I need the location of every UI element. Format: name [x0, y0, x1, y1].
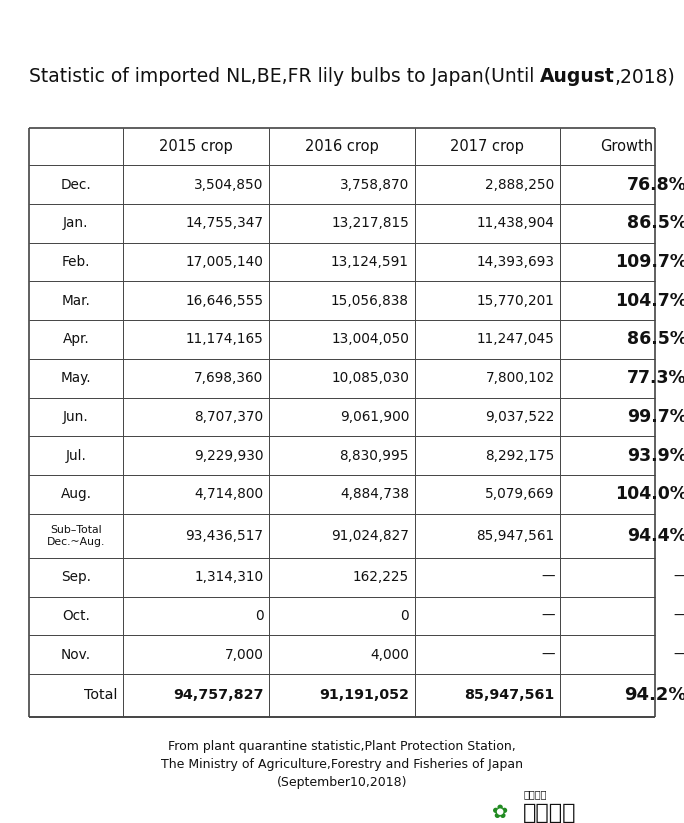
Text: 17,005,140: 17,005,140: [185, 255, 263, 269]
Text: 104.7%: 104.7%: [615, 292, 684, 309]
Text: ,2018): ,2018): [615, 67, 676, 86]
Text: 2,888,250: 2,888,250: [486, 178, 555, 192]
Text: Jul.: Jul.: [66, 449, 86, 463]
Text: 91,191,052: 91,191,052: [319, 688, 409, 703]
Text: 4,884,738: 4,884,738: [340, 487, 409, 501]
Text: Total: Total: [84, 688, 118, 703]
Text: 15,056,838: 15,056,838: [331, 294, 409, 308]
Text: 94,757,827: 94,757,827: [173, 688, 263, 703]
Text: 13,124,591: 13,124,591: [331, 255, 409, 269]
Text: 9,037,522: 9,037,522: [486, 410, 555, 424]
Text: 8,292,175: 8,292,175: [486, 449, 555, 463]
Text: 99.7%: 99.7%: [627, 408, 684, 425]
Text: 85,947,561: 85,947,561: [464, 688, 555, 703]
Text: 91,024,827: 91,024,827: [331, 528, 409, 543]
Text: 14,755,347: 14,755,347: [185, 216, 263, 230]
Text: 8,830,995: 8,830,995: [339, 449, 409, 463]
Text: 2017 crop: 2017 crop: [450, 139, 525, 154]
Text: 162,225: 162,225: [353, 570, 409, 584]
Text: (September10,2018): (September10,2018): [277, 776, 407, 789]
Text: August: August: [540, 67, 615, 86]
Text: 13,004,050: 13,004,050: [331, 332, 409, 346]
Text: 株式会社: 株式会社: [523, 789, 547, 799]
Text: 94.4%: 94.4%: [627, 527, 684, 545]
Text: 11,438,904: 11,438,904: [477, 216, 555, 230]
Text: From plant quarantine statistic,Plant Protection Station,: From plant quarantine statistic,Plant Pr…: [168, 740, 516, 753]
Text: Statistic of imported NL,BE,FR lily bulbs to Japan(Until: Statistic of imported NL,BE,FR lily bulb…: [29, 67, 540, 86]
Text: Sep.: Sep.: [61, 570, 91, 584]
Text: —: —: [541, 648, 555, 662]
Text: —: —: [673, 648, 684, 662]
Text: 14,393,693: 14,393,693: [477, 255, 555, 269]
Text: —: —: [541, 609, 555, 623]
Text: —: —: [541, 570, 555, 584]
Text: 4,714,800: 4,714,800: [194, 487, 263, 501]
Text: 3,758,870: 3,758,870: [340, 178, 409, 192]
Text: 中村農園: 中村農園: [523, 803, 577, 823]
Text: May.: May.: [61, 371, 91, 385]
Text: 93,436,517: 93,436,517: [185, 528, 263, 543]
Text: 5,079,669: 5,079,669: [485, 487, 555, 501]
Text: The Ministry of Agriculture,Forestry and Fisheries of Japan: The Ministry of Agriculture,Forestry and…: [161, 758, 523, 771]
Text: Jan.: Jan.: [63, 216, 89, 230]
Text: —: —: [673, 570, 684, 584]
Text: 2015 crop: 2015 crop: [159, 139, 233, 154]
Text: —: —: [673, 609, 684, 623]
Text: 1,314,310: 1,314,310: [194, 570, 263, 584]
Text: 2016 crop: 2016 crop: [305, 139, 378, 154]
Text: 7,800,102: 7,800,102: [486, 371, 555, 385]
Text: 93.9%: 93.9%: [627, 447, 684, 464]
Text: Aug.: Aug.: [60, 487, 92, 501]
Text: Dec.: Dec.: [61, 178, 91, 192]
Text: 9,061,900: 9,061,900: [340, 410, 409, 424]
Text: 15,770,201: 15,770,201: [477, 294, 555, 308]
Text: 7,000: 7,000: [224, 648, 263, 662]
Text: Feb.: Feb.: [62, 255, 90, 269]
Text: 4,000: 4,000: [370, 648, 409, 662]
Text: 94.2%: 94.2%: [624, 686, 684, 704]
Text: 76.8%: 76.8%: [627, 176, 684, 193]
Text: 13,217,815: 13,217,815: [331, 216, 409, 230]
Text: Nov.: Nov.: [61, 648, 91, 662]
Text: 11,247,045: 11,247,045: [477, 332, 555, 346]
Text: 109.7%: 109.7%: [615, 253, 684, 271]
Text: Oct.: Oct.: [62, 609, 90, 623]
Text: 0: 0: [400, 609, 409, 623]
Text: ✿: ✿: [492, 803, 509, 822]
Text: 10,085,030: 10,085,030: [331, 371, 409, 385]
Text: Sub–Total
Dec.~Aug.: Sub–Total Dec.~Aug.: [47, 525, 105, 546]
Text: 11,174,165: 11,174,165: [185, 332, 263, 346]
Text: 85,947,561: 85,947,561: [477, 528, 555, 543]
Text: 3,504,850: 3,504,850: [194, 178, 263, 192]
Text: Jun.: Jun.: [63, 410, 89, 424]
Text: 104.0%: 104.0%: [615, 486, 684, 503]
Text: Apr.: Apr.: [62, 332, 90, 346]
Text: Growth: Growth: [600, 139, 653, 154]
Text: 8,707,370: 8,707,370: [194, 410, 263, 424]
Text: 16,646,555: 16,646,555: [185, 294, 263, 308]
Text: Mar.: Mar.: [62, 294, 90, 308]
Text: 77.3%: 77.3%: [627, 370, 684, 387]
Text: 86.5%: 86.5%: [627, 215, 684, 232]
Text: 86.5%: 86.5%: [627, 331, 684, 348]
Text: 0: 0: [254, 609, 263, 623]
Text: 9,229,930: 9,229,930: [194, 449, 263, 463]
Text: 7,698,360: 7,698,360: [194, 371, 263, 385]
